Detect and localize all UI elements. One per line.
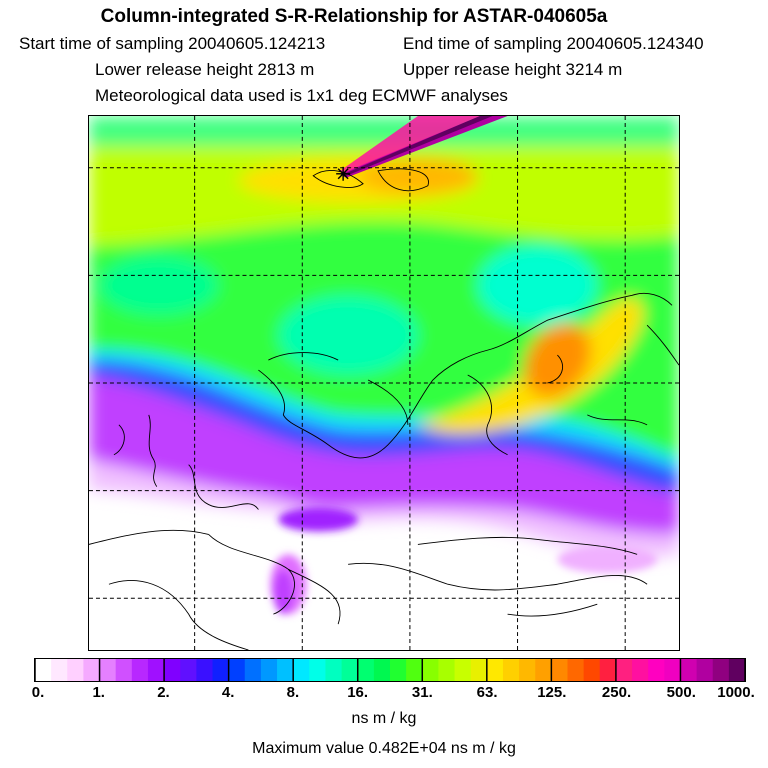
color-bin	[728, 659, 745, 681]
color-scale-tick-label: 8.	[286, 684, 300, 701]
start-time-label: Start time of sampling 20040605.124213	[19, 34, 326, 53]
upper-release-height-label: Upper release height 3214 m	[403, 60, 623, 79]
color-scale-tick-label: 2.	[157, 684, 170, 701]
color-scale-bar	[34, 658, 746, 682]
chart-title: Column-integrated S-R-Relationship for A…	[100, 6, 608, 27]
color-bin	[454, 659, 472, 681]
color-bin	[599, 659, 617, 681]
color-bin	[470, 659, 488, 681]
color-bin	[406, 659, 423, 681]
color-bin	[67, 659, 84, 681]
color-bin	[438, 659, 456, 681]
color-bin	[293, 659, 310, 681]
color-bin	[51, 659, 68, 681]
color-bin	[567, 659, 585, 681]
color-bin	[357, 659, 375, 681]
coastlines	[89, 168, 679, 650]
color-bin	[212, 659, 230, 681]
met-data-label: Meteorological data used is 1x1 deg ECMW…	[95, 86, 508, 105]
color-scale-tick-label: 1.	[92, 684, 105, 701]
color-bin	[632, 659, 649, 681]
star-marker	[336, 166, 351, 181]
color-bin	[680, 659, 698, 681]
color-bin	[99, 659, 117, 681]
color-bin	[180, 659, 197, 681]
color-scale-tick-label: 16.	[347, 684, 369, 701]
color-bin	[373, 659, 391, 681]
color-bin	[519, 659, 536, 681]
sensitivity-map	[88, 115, 680, 651]
color-bin	[196, 659, 213, 681]
color-bin	[147, 659, 165, 681]
graticule	[89, 116, 679, 650]
maximum-value-label: Maximum value 0.482E+04 ns m / kg	[252, 740, 516, 757]
color-bin	[260, 659, 278, 681]
color-bin	[712, 659, 730, 681]
color-scale-tick-label: 500.	[666, 684, 696, 701]
color-bin	[341, 659, 359, 681]
color-bin	[35, 659, 52, 681]
color-bin	[696, 659, 714, 681]
color-bin	[551, 659, 568, 681]
color-scale-tick-label: 4.	[221, 684, 235, 701]
color-scale-tick-label: 31.	[411, 684, 433, 701]
color-scale-tick-label: 0.	[31, 684, 45, 701]
color-bin	[390, 659, 407, 681]
color-scale-tick-label: 63.	[476, 684, 498, 701]
color-scale-tick-label: 125.	[537, 684, 567, 701]
color-bin	[325, 659, 343, 681]
color-bin	[422, 659, 439, 681]
color-bin	[277, 659, 294, 681]
color-scale-tick-label: 250.	[601, 684, 632, 701]
color-bin	[309, 659, 326, 681]
color-bin	[83, 659, 101, 681]
lower-release-height-label: Lower release height 2813 m	[95, 60, 315, 79]
sensitivity-field	[89, 116, 679, 557]
color-bin	[583, 659, 601, 681]
color-bin	[535, 659, 552, 681]
color-scale-tick-label: 1000.	[717, 684, 755, 701]
color-bin	[648, 659, 665, 681]
color-bin	[244, 659, 262, 681]
end-time-label: End time of sampling 20040605.124340	[403, 34, 704, 53]
color-bin	[615, 659, 633, 681]
unit-label: ns m / kg	[351, 710, 417, 727]
color-bin	[131, 659, 149, 681]
color-bin	[486, 659, 504, 681]
color-bin	[164, 659, 181, 681]
color-bin	[115, 659, 133, 681]
color-bin	[664, 659, 681, 681]
color-bin	[502, 659, 520, 681]
color-bin	[228, 659, 246, 681]
